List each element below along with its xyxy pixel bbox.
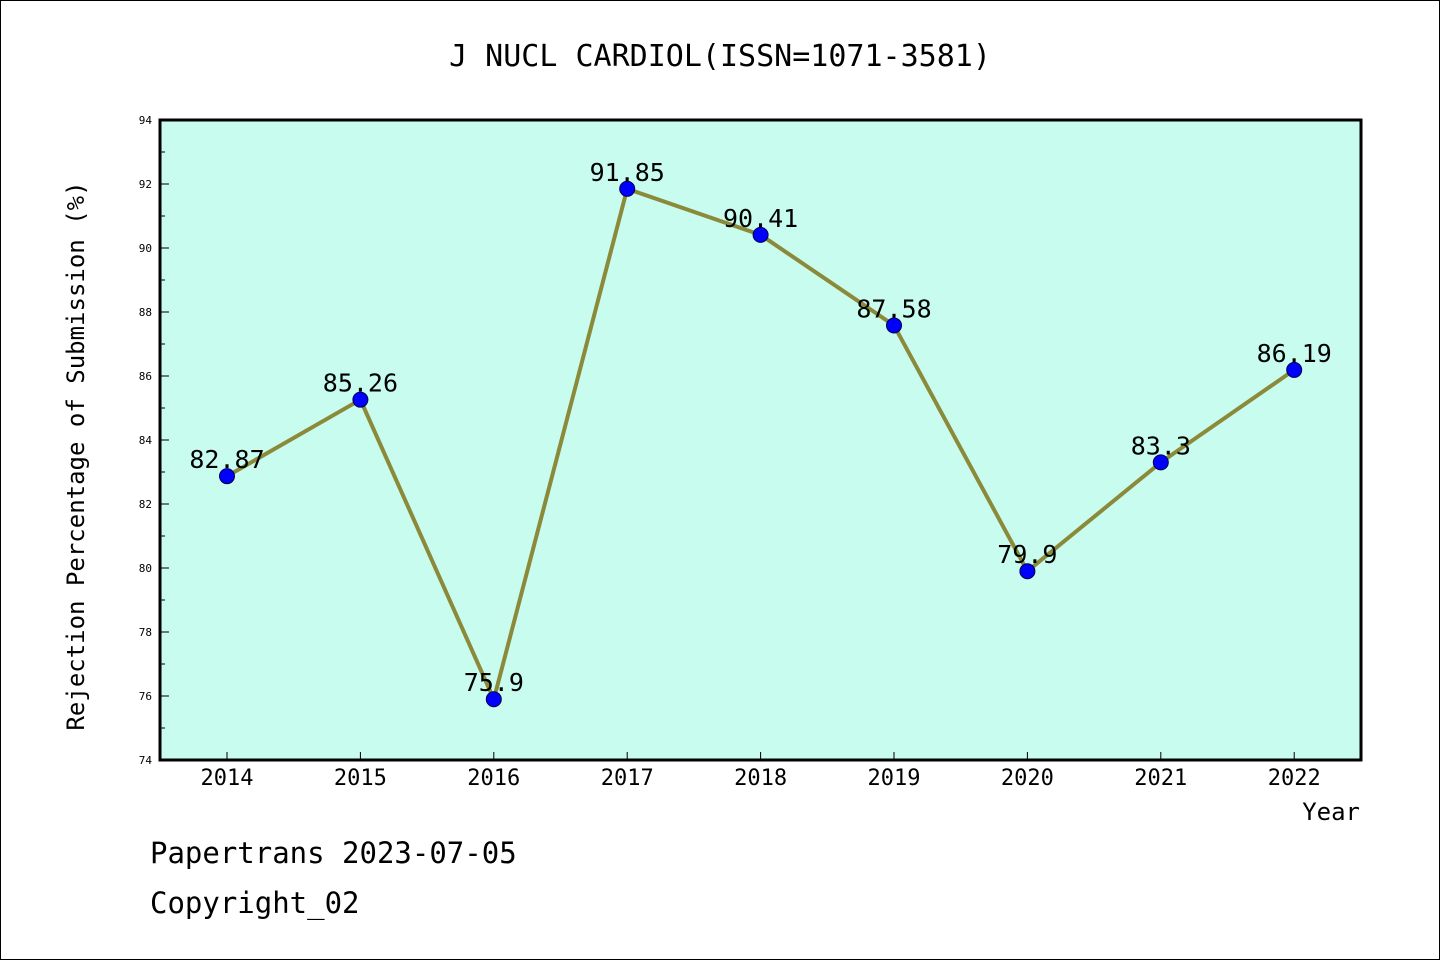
data-point	[485, 691, 502, 708]
data-labels: 82.87 85.26 75.9 91.85 90.41 87.58 79.9 83.3 86.…	[189, 158, 1331, 697]
x-tick-label: 2017	[601, 766, 654, 791]
data-point	[619, 180, 636, 197]
data-point	[1286, 361, 1303, 378]
series-markers	[219, 180, 1303, 708]
data-point	[352, 391, 369, 408]
y-tick-label: 92	[139, 178, 152, 191]
x-tick-label: 2020	[1001, 766, 1054, 791]
data-point	[886, 317, 902, 334]
x-tick-label: 2015	[334, 766, 387, 791]
data-label: 75.9	[464, 668, 524, 697]
x-tick-label: 2021	[1134, 766, 1187, 791]
data-label: 91.85	[590, 158, 665, 187]
data-label: 83.3	[1131, 431, 1191, 460]
y-tick-label: 80	[139, 562, 152, 575]
x-tick-label: 2019	[868, 766, 921, 791]
y-axis: 74 76 78 80 82 84 86 88 90 92 94	[139, 114, 169, 767]
y-tick-label: 78	[139, 626, 152, 639]
footer-copyright: Copyright_02	[150, 886, 360, 920]
x-tick-label: 2016	[467, 766, 520, 791]
data-label: 85.26	[323, 369, 398, 398]
x-axis: 2014 2015 2016 2017 2018 2019 2020 2021 2022	[201, 752, 1321, 791]
y-tick-label: 94	[139, 114, 153, 127]
y-tick-label: 86	[139, 370, 152, 383]
x-tick-label: 2022	[1268, 766, 1321, 791]
data-point	[219, 468, 235, 485]
y-tick-label: 84	[139, 434, 153, 447]
data-label: 79.9	[997, 540, 1057, 569]
y-axis-label: Rejection Percentage of Submission (%)	[62, 181, 90, 730]
data-point	[1019, 563, 1036, 580]
y-tick-label: 82	[139, 498, 152, 511]
data-label: 90.41	[723, 204, 798, 233]
plot-area	[158, 118, 1363, 762]
y-tick-label: 90	[139, 242, 152, 255]
x-tick-label: 2014	[201, 766, 254, 791]
x-axis-label: Year	[1302, 798, 1360, 826]
chart-title: J NUCL CARDIOL(ISSN=1071-3581)	[449, 39, 991, 74]
data-point	[752, 226, 769, 243]
y-tick-label: 88	[139, 306, 152, 319]
y-tick-label: 74	[139, 754, 153, 767]
footer-date: Papertrans 2023-07-05	[150, 836, 517, 870]
data-label: 87.58	[856, 294, 931, 323]
data-label: 82.87	[189, 445, 264, 474]
data-label: 86.19	[1257, 339, 1332, 368]
x-tick-label: 2018	[734, 766, 787, 791]
data-point	[1152, 454, 1169, 471]
y-tick-label: 76	[139, 690, 152, 703]
